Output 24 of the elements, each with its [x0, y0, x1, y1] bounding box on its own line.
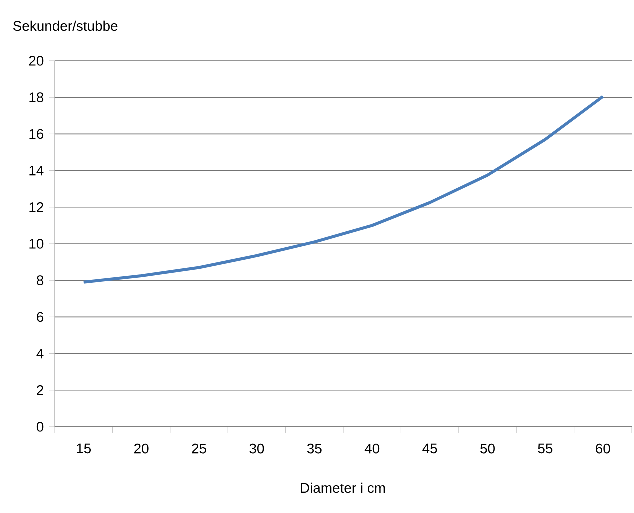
x-tick-label: 25: [192, 444, 206, 454]
y-tick-label: 2: [37, 386, 44, 396]
line-series: [82, 95, 605, 284]
x-tick-label: 50: [480, 444, 495, 454]
x-tick-label: 35: [307, 444, 322, 454]
y-tick-label: 12: [30, 202, 44, 212]
x-tick-label: 60: [596, 444, 610, 454]
x-tick-label: 45: [422, 444, 438, 454]
y-tick-label: 6: [37, 312, 44, 322]
x-tick-label: 20: [134, 444, 149, 454]
y-tick-label: 20: [29, 56, 44, 66]
y-tick-label: 16: [30, 129, 44, 140]
y-tick-label: 8: [37, 276, 44, 286]
y-tick-label: 10: [30, 239, 44, 249]
y-axis-title: Sekunder/stubbe: [13, 20, 118, 32]
x-tick-label: 30: [250, 444, 264, 454]
x-tick-label: 15: [77, 444, 92, 454]
y-tick-label: 14: [30, 166, 44, 176]
y-tick-label: 18: [30, 92, 44, 103]
y-tick-label: 0: [36, 422, 44, 432]
y-tick-label: 4: [36, 348, 44, 359]
x-axis-title: Diameter i cm: [301, 482, 386, 494]
x-tick-label: 40: [364, 444, 380, 454]
x-tick-label: 55: [538, 444, 553, 454]
